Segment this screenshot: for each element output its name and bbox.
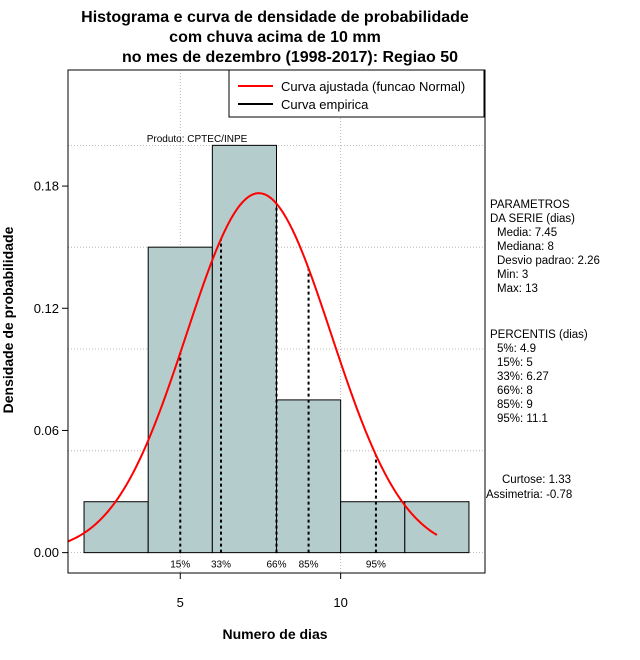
chart-title-line-3: no mes de dezembro (1998-2017): Regiao 5… [122, 49, 458, 66]
histogram-bar [404, 501, 470, 554]
skewness-label: Assimetria: -0.78 [486, 489, 572, 501]
percentil-5: 5%: 4.9 [497, 343, 536, 355]
y-tick-label: 0.00 [34, 545, 59, 560]
param-max: Max: 13 [497, 283, 538, 295]
percentile-lines: 15% 33% 66% 85% 95% [170, 203, 386, 571]
histogram-bar [276, 399, 342, 554]
percentil-33: 33%: 6.27 [497, 371, 549, 383]
percentile-label: 15% [170, 560, 190, 571]
param-median: Mediana: 8 [497, 241, 554, 253]
percentis-panel: PERCENTIS (dias) 5%: 4.9 15%: 5 33%: 6.2… [490, 329, 588, 425]
y-tick-label: 0.06 [34, 423, 59, 438]
legend-box [228, 69, 485, 118]
percentil-15: 15%: 5 [497, 357, 533, 369]
percentis-heading: PERCENTIS (dias) [490, 329, 588, 341]
percentil-95: 95%: 11.1 [497, 413, 548, 425]
legend: Curva ajustada (funcao Normal) Curva emp… [228, 69, 485, 118]
shape-panel: Curtose: 1.33 Assimetria: -0.78 [486, 474, 572, 501]
params-heading-1: PARAMETROS [490, 199, 570, 211]
histogram-bar [211, 144, 278, 554]
percentile-label: 95% [366, 560, 386, 571]
x-tick-label: 5 [177, 595, 184, 610]
percentil-66: 66%: 8 [497, 385, 533, 397]
params-panel: PARAMETROS DA SERIE (dias) Media: 7.45 M… [490, 199, 600, 295]
axes: 0.00 0.06 0.12 0.18 5 10 [34, 179, 348, 610]
param-mean: Media: 7.45 [497, 227, 557, 239]
param-min: Min: 3 [497, 269, 528, 281]
kurtosis-label: Curtose: 1.33 [502, 474, 571, 486]
params-heading-2: DA SERIE (dias) [490, 213, 575, 225]
histogram-bar [340, 501, 406, 554]
legend-label-normal: Curva ajustada (funcao Normal) [281, 79, 465, 94]
normal-curve-layer [67, 192, 438, 543]
histogram-bar [83, 501, 149, 554]
y-axis-title: Densidade de probabilidade [0, 226, 16, 413]
y-tick-label: 0.12 [34, 301, 59, 316]
percentile-label: 66% [266, 560, 286, 571]
legend-label-empirical: Curva empirica [281, 97, 369, 112]
percentile-label: 85% [299, 560, 319, 571]
param-sd: Desvio padrao: 2.26 [497, 255, 600, 267]
percentile-label: 33% [211, 560, 231, 571]
chart-title-line-1: Histograma e curva de densidade de proba… [81, 9, 469, 26]
normal-curve [67, 192, 438, 543]
x-tick-label: 10 [333, 595, 347, 610]
percentil-85: 85%: 9 [497, 399, 533, 411]
x-axis-title: Numero de dias [222, 626, 327, 642]
chart-title-line-2: com chuva acima de 10 mm [169, 29, 381, 46]
credit-label: Produto: CPTEC/INPE [147, 134, 248, 145]
y-tick-label: 0.18 [34, 179, 59, 194]
